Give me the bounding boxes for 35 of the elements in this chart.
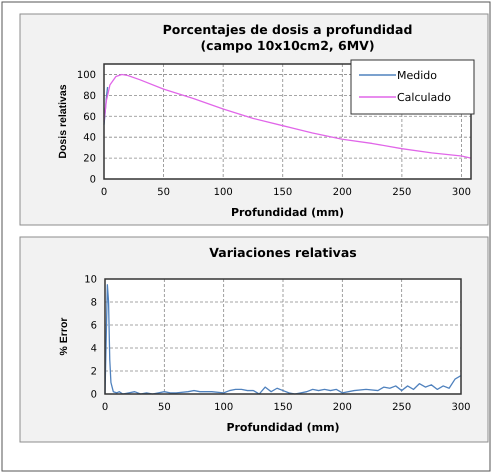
- legend-label: Medido: [397, 69, 438, 82]
- y-tick-label: 80: [83, 90, 96, 102]
- x-tick-label: 150: [273, 187, 292, 198]
- y-tick-label: 60: [83, 112, 96, 123]
- x-tick-label: 300: [452, 187, 472, 198]
- x-tick-label: 200: [332, 402, 352, 413]
- x-tick-label: 0: [102, 402, 108, 413]
- x-tick-label: 250: [392, 187, 412, 198]
- chart-title: Variaciones relativas: [209, 245, 357, 260]
- y-tick-label: 40: [83, 132, 96, 144]
- x-tick-label: 50: [158, 402, 171, 413]
- x-axis-title: Profundidad (mm): [230, 206, 344, 219]
- legend-label: Calculado: [397, 91, 452, 104]
- y-axis-title: Dosis relativas: [57, 84, 69, 159]
- x-tick-label: 150: [273, 402, 293, 413]
- y-tick-label: 2: [90, 366, 97, 378]
- y-tick-label: 6: [90, 320, 97, 332]
- y-tick-label: 0: [90, 390, 97, 400]
- x-tick-label: 100: [214, 402, 234, 413]
- x-tick-label: 250: [392, 402, 412, 413]
- x-tick-label: 0: [100, 187, 108, 198]
- y-tick-label: 20: [83, 154, 96, 165]
- x-axis-title: Profundidad (mm): [226, 421, 340, 434]
- y-tick-label: 8: [90, 298, 97, 308]
- y-axis-title: % Error: [58, 318, 70, 356]
- x-tick-label: 50: [157, 187, 170, 198]
- y-tick-label: 100: [76, 70, 96, 81]
- x-tick-label: 100: [214, 187, 233, 198]
- y-tick-label: 10: [84, 274, 97, 286]
- x-tick-label: 200: [332, 187, 352, 198]
- y-tick-label: 0: [90, 174, 96, 186]
- line-series: [104, 284, 462, 395]
- y-tick-label: 4: [90, 344, 97, 354]
- x-tick-label: 300: [451, 402, 471, 413]
- chart-title: Porcentajes de dosis a profundidad (campo 10x10cm2, 6MV): [162, 22, 412, 53]
